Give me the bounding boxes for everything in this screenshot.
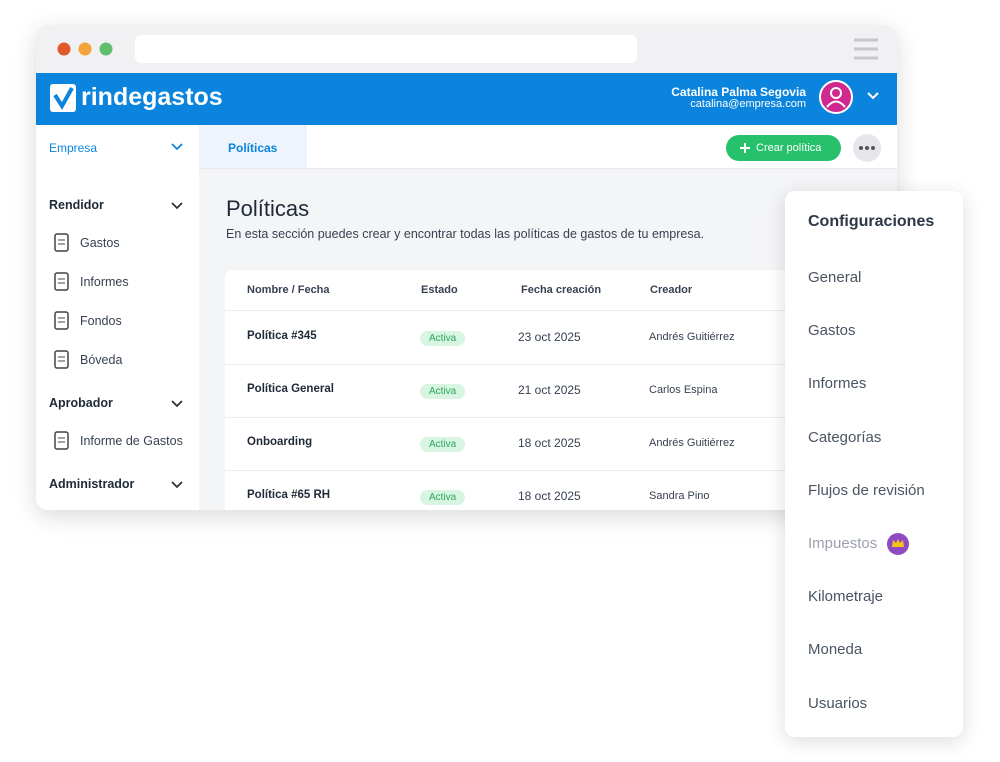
policy-name[interactable]: Política General: [247, 383, 334, 395]
menu-icon: [54, 311, 69, 330]
created-date: 23 oct 2025: [518, 330, 581, 344]
column-header: Estado: [421, 284, 458, 296]
chevron: [171, 481, 183, 489]
settings-menu: Configuraciones General Gastos Informes Cate…: [785, 191, 963, 737]
created-date: 18 oct 2025: [518, 436, 581, 450]
menu-title: Configuraciones: [808, 213, 935, 230]
user-name: Catalina Palma Segovia: [671, 85, 806, 99]
menu-icon: [54, 431, 69, 450]
menu-item[interactable]: Moneda: [808, 641, 863, 659]
chevron: [171, 400, 183, 408]
status-badge: Activa: [420, 490, 466, 505]
status-badge: Activa: [420, 331, 466, 346]
column-header: Fecha creación: [521, 284, 602, 296]
created-date: 18 oct 2025: [518, 489, 581, 503]
company-select[interactable]: Empresa: [49, 141, 98, 155]
menu-item[interactable]: General: [808, 269, 862, 286]
logo-icon: [50, 84, 76, 112]
status-badge: Activa: [420, 384, 466, 399]
section-title[interactable]: Aprobador: [49, 396, 113, 410]
row-divider: [225, 364, 897, 365]
chevron: [171, 143, 183, 151]
menu-item[interactable]: Gastos: [808, 322, 856, 340]
status-badge: Activa: [420, 437, 466, 452]
create-button-label[interactable]: Crear política: [756, 142, 822, 154]
menu-item[interactable]: Kilometraje: [808, 588, 884, 606]
section-title[interactable]: Rendidor: [49, 198, 104, 212]
menu-item[interactable]: Usuarios: [808, 694, 868, 712]
created-date: 21 oct 2025: [518, 383, 581, 397]
divider: [225, 310, 897, 311]
policy-name[interactable]: Onboarding: [247, 436, 313, 448]
menu-icon: [54, 233, 69, 252]
tab[interactable]: [199, 125, 307, 168]
more-button[interactable]: [853, 134, 881, 162]
nav-item[interactable]: Bóveda: [80, 353, 123, 367]
chrome-icons: [57, 35, 878, 63]
menu-item[interactable]: Flujos de revisión: [808, 481, 925, 499]
menu-icon: [54, 350, 69, 369]
menu-item[interactable]: Categorías: [808, 428, 882, 446]
menu-icon: [54, 272, 69, 291]
creator: Andrés Guitiérrez: [649, 331, 735, 343]
avatar[interactable]: [818, 80, 897, 116]
column-header: Nombre / Fecha: [247, 284, 330, 296]
row-divider: [225, 470, 897, 471]
brand: rindegastos: [81, 83, 223, 111]
column-header: Creador: [650, 284, 693, 296]
chevron: [171, 202, 183, 210]
menu-item[interactable]: Impuestos: [808, 535, 878, 552]
nav-item[interactable]: Informe de Gastos: [80, 434, 183, 448]
creator: Carlos Espina: [649, 384, 718, 396]
policy-name[interactable]: Política #65 RH: [247, 489, 331, 501]
section-title[interactable]: Administrador: [49, 477, 135, 491]
nav-item[interactable]: Fondos: [80, 314, 122, 328]
user-email: catalina@empresa.com: [690, 98, 806, 110]
plus-icon: [740, 143, 750, 153]
sidebar: Rendidor Gastos Informes Fondos Bóveda Aproba…: [36, 168, 199, 510]
premium-badge: [887, 533, 909, 555]
app-header: [36, 73, 897, 125]
page-title: Políticas: [226, 196, 310, 221]
row-divider: [225, 417, 897, 418]
page-description: En esta sección puedes crear y encontrar…: [226, 227, 705, 241]
creator: Sandra Pino: [649, 490, 710, 502]
nav-item[interactable]: Informes: [80, 275, 129, 289]
tab-label[interactable]: Políticas: [228, 141, 278, 155]
nav-item[interactable]: Gastos: [80, 236, 120, 250]
menu-item[interactable]: Informes: [808, 375, 867, 393]
creator: Andrés Guitiérrez: [649, 437, 735, 449]
policy-name[interactable]: Política #345: [247, 330, 317, 342]
browser-window: rindegastos Catalina Palma Segovia catal…: [36, 25, 897, 510]
